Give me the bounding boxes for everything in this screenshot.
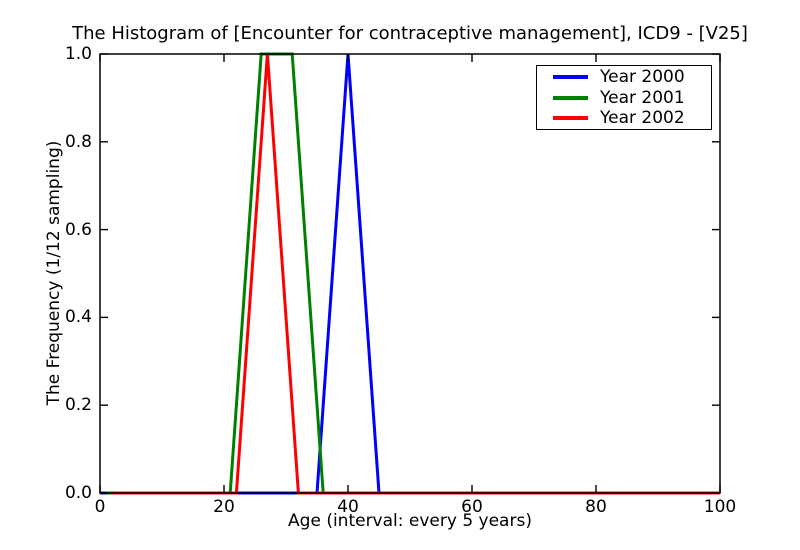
x-tick-label: 20 (213, 497, 235, 517)
y-tick-label: 0.0 (64, 483, 92, 503)
y-tick-label: 0.8 (64, 131, 92, 152)
legend-line-sample-red (553, 116, 588, 121)
legend-item-year-2000: Year 2000 (553, 67, 711, 87)
y-tick-label: 0.2 (64, 395, 92, 416)
legend-item-year-2002: Year 2002 (553, 108, 711, 128)
x-tick-label: 100 (703, 497, 737, 517)
y-tick-label: 0.4 (64, 307, 92, 328)
y-tick-label: 1.0 (64, 44, 92, 64)
legend-item-year-2001: Year 2001 (553, 88, 711, 108)
y-tick-label: 0.6 (64, 219, 92, 240)
y-axis-label: The Frequency (1/12 sampling) (44, 140, 64, 406)
x-tick-label: 0 (94, 497, 106, 517)
axes-spines (99, 53, 721, 494)
legend-line-sample-green (553, 95, 588, 100)
x-tick-label: 80 (585, 497, 607, 517)
legend: Year 2000 Year 2001 Year 2002 (536, 65, 712, 130)
legend-label: Year 2002 (600, 108, 685, 129)
legend-label: Year 2001 (600, 87, 685, 108)
x-axis-label: Age (interval: every 5 years) (288, 511, 532, 531)
x-tick-label: 40 (337, 497, 359, 517)
legend-line-sample-blue (553, 74, 588, 79)
chart-title: The Histogram of [Encounter for contrace… (72, 23, 748, 44)
x-tick-label: 60 (461, 497, 483, 517)
legend-label: Year 2000 (600, 66, 685, 87)
